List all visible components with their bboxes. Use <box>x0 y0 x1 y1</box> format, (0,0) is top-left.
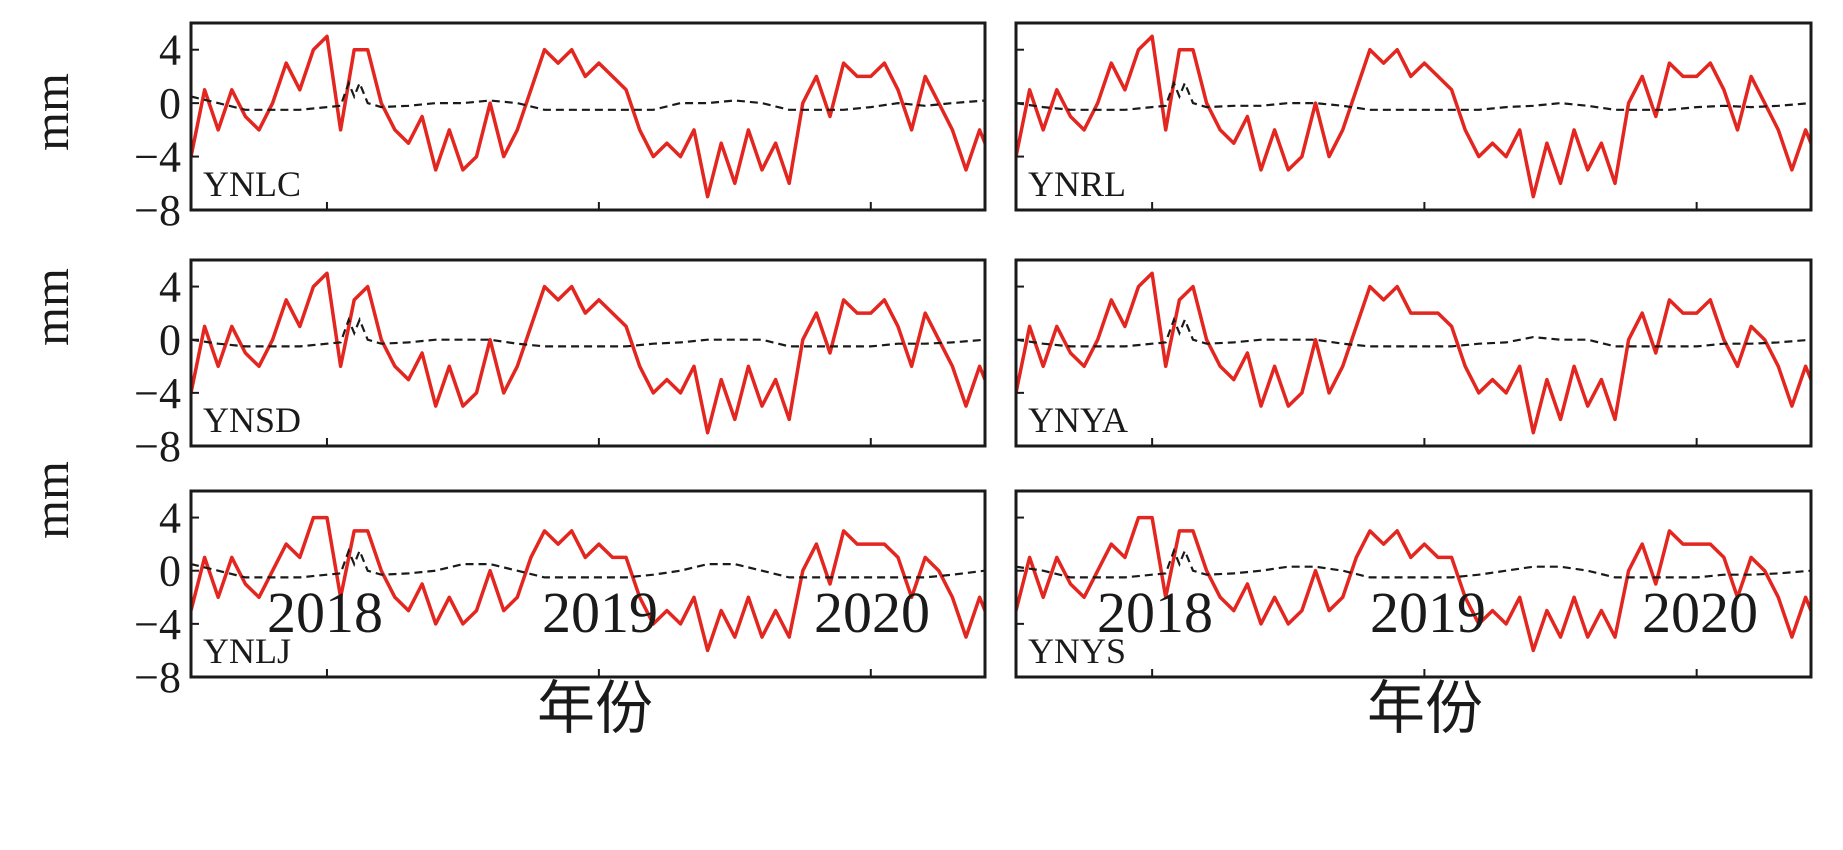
series-dashed-line-ynys <box>1016 547 1811 579</box>
station-label-ynsd: YNSD <box>203 400 301 440</box>
series-dashed-line-ynlc <box>191 80 985 111</box>
ytick-label-3-ynlc: −8 <box>134 186 181 235</box>
panel-ynrl: YNRL <box>1014 21 1813 212</box>
ylabel-row-3: mm <box>23 461 79 539</box>
panel-ynsd: 40−4−8 YNSD <box>134 258 987 471</box>
series-red-line-ynrl <box>1016 34 1811 199</box>
series-group-ynya <box>1016 271 1811 435</box>
xlabel-left: 年份 <box>537 674 653 742</box>
axes-frame-ynlj <box>189 489 987 679</box>
series-red-line-ynlj <box>191 515 985 653</box>
ytick-label-3-ynsd: −8 <box>134 422 181 471</box>
panel-ynlj: 40−4−8 YNLJ <box>134 489 987 702</box>
series-group-ynsd <box>191 271 985 435</box>
station-label-ynys: YNYS <box>1028 631 1126 671</box>
ytick-label-1-ynsd: 0 <box>159 316 181 365</box>
panel-ynlc: 40 −4−8 YNLC <box>134 21 987 235</box>
series-red-line-ynys <box>1016 515 1811 653</box>
ylabel-row-2: mm <box>23 268 79 346</box>
ytick-label-0-ynlj: 4 <box>159 494 181 543</box>
ytick-label-2-ynsd: −4 <box>134 369 181 418</box>
ylabel-row-1: mm <box>23 73 79 151</box>
xtick-label-right-2019: 2019 <box>1370 580 1486 645</box>
series-red-line-ynya <box>1016 271 1811 435</box>
ytick-label-3-ynlj: −8 <box>134 653 181 702</box>
ytick-label-0-ynlc: 4 <box>159 26 181 75</box>
ytick-label-0-ynsd: 4 <box>159 263 181 312</box>
xtick-label-right-2020: 2020 <box>1642 580 1758 645</box>
xtick-label-left-2018: 2018 <box>267 580 383 645</box>
series-red-line-ynsd <box>191 271 985 435</box>
axes-frame-ynys <box>1014 489 1813 679</box>
ytick-label-2-ynlc: −4 <box>134 133 181 182</box>
xtick-label-right-2018: 2018 <box>1097 580 1213 645</box>
series-dashed-line-ynlj <box>191 547 985 579</box>
series-group-ynys <box>1016 515 1811 653</box>
series-red-line-ynlc <box>191 34 985 199</box>
station-label-ynlc: YNLC <box>203 164 301 204</box>
panel-ynya: YNYA <box>1014 258 1813 448</box>
xtick-label-left-2019: 2019 <box>542 580 658 645</box>
series-group-ynlc <box>191 34 985 199</box>
series-dashed-line-ynrl <box>1016 80 1811 111</box>
axes-frame-ynrl <box>1014 21 1813 212</box>
station-label-ynlj: YNLJ <box>203 631 291 671</box>
series-group-ynlj <box>191 515 985 653</box>
xtick-label-left-2020: 2020 <box>814 580 930 645</box>
station-label-ynrl: YNRL <box>1028 164 1126 204</box>
series-dashed-line-ynya <box>1016 316 1811 348</box>
ytick-label-2-ynlj: −4 <box>134 600 181 649</box>
panel-ynys: YNYS <box>1014 489 1813 679</box>
axes-frame-ynlc <box>189 21 987 212</box>
series-group-ynrl <box>1016 34 1811 199</box>
ytick-label-1-ynlj: 0 <box>159 547 181 596</box>
xlabel-right: 年份 <box>1367 674 1483 742</box>
ytick-label-1-ynlc: 0 <box>159 79 181 128</box>
axes-frame-ynsd <box>189 258 987 448</box>
series-dashed-line-ynsd <box>191 316 985 348</box>
axes-frame-ynya <box>1014 258 1813 448</box>
station-label-ynya: YNYA <box>1028 400 1128 440</box>
